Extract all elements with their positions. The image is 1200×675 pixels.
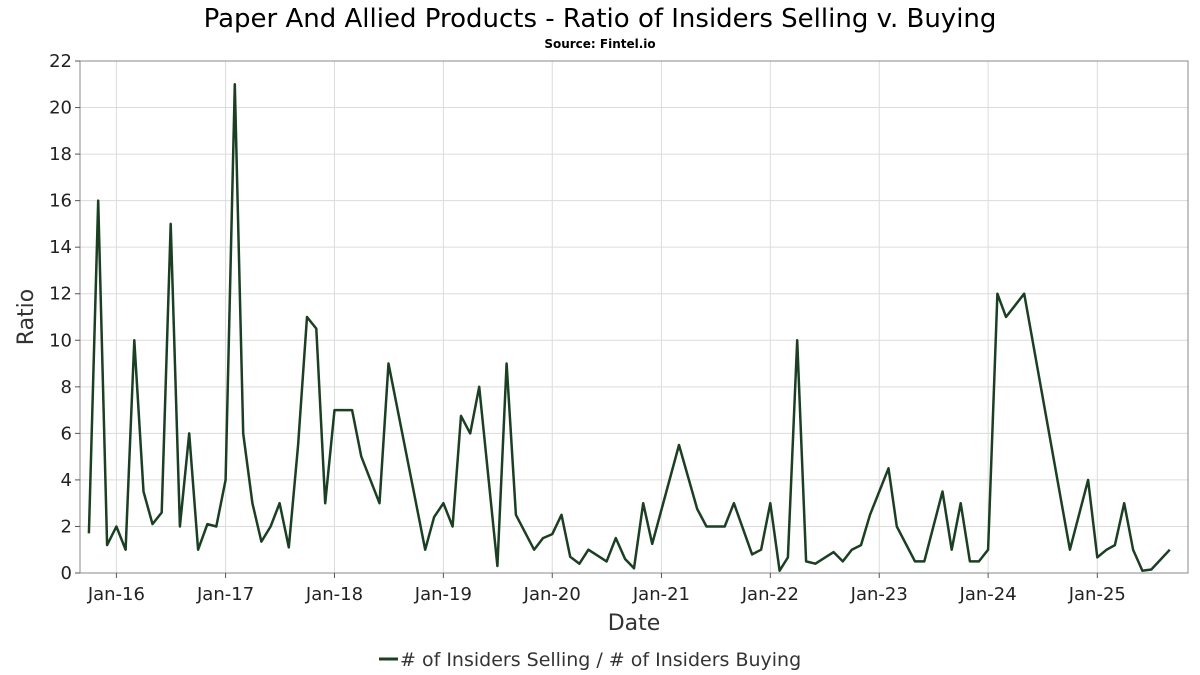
y-tick-label: 20 xyxy=(49,98,72,119)
x-tick-label: Jan-16 xyxy=(87,584,145,605)
x-tick-label: Jan-21 xyxy=(632,584,690,605)
gridlines xyxy=(80,60,1188,574)
chart-title: Paper And Allied Products - Ratio of Ins… xyxy=(204,4,997,34)
x-tick-label: Jan-24 xyxy=(959,584,1017,605)
y-tick-label: 12 xyxy=(49,284,72,305)
y-tick-label: 18 xyxy=(49,144,72,165)
x-tick-label: Jan-23 xyxy=(850,584,908,605)
legend: # of Insiders Selling / # of Insiders Bu… xyxy=(379,649,801,671)
y-axis-label: Ratio xyxy=(14,289,39,345)
y-tick-label: 10 xyxy=(49,330,72,351)
y-tick-label: 14 xyxy=(49,237,72,258)
y-tick-label: 6 xyxy=(61,423,72,444)
x-axis-label: Date xyxy=(608,611,661,636)
y-tick-label: 16 xyxy=(49,191,72,212)
y-tick-label: 4 xyxy=(61,470,72,491)
plot-area xyxy=(79,60,1189,574)
series-layer xyxy=(87,83,1171,572)
y-axis: 0 2 4 6 8 10 12 14 16 18 20 22 xyxy=(49,51,80,584)
y-tick-label: 2 xyxy=(61,516,72,537)
x-tick-label: Jan-17 xyxy=(196,584,254,605)
x-tick-label: Jan-18 xyxy=(305,584,363,605)
x-axis: Jan-16 Jan-17 Jan-18 Jan-19 Jan-20 Jan-21 Jan-… xyxy=(87,573,1126,605)
legend-label: # of Insiders Selling / # of Insiders Bu… xyxy=(400,649,801,671)
y-tick-label: 0 xyxy=(61,563,72,584)
y-tick-label: 22 xyxy=(49,51,72,72)
chart-subtitle: Source: Fintel.io xyxy=(544,37,655,51)
x-tick-label: Jan-19 xyxy=(414,584,472,605)
series-line-0 xyxy=(87,83,1171,572)
x-tick-label: Jan-20 xyxy=(523,584,581,605)
x-tick-label: Jan-25 xyxy=(1068,584,1126,605)
y-tick-label: 8 xyxy=(61,377,72,398)
x-tick-label: Jan-22 xyxy=(741,584,799,605)
